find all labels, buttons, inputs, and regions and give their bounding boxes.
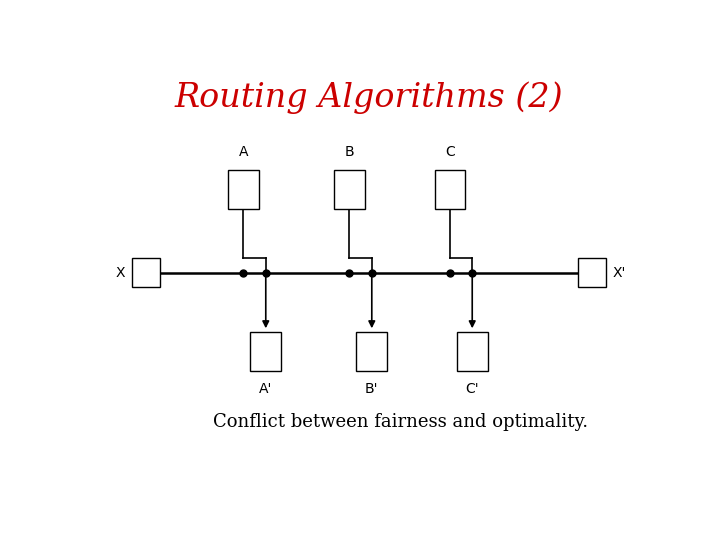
Text: A: A — [239, 145, 248, 159]
Text: C': C' — [465, 382, 479, 396]
Text: Routing Algorithms (2): Routing Algorithms (2) — [175, 82, 563, 114]
Bar — [435, 170, 465, 210]
Text: B': B' — [365, 382, 379, 396]
Bar — [228, 170, 258, 210]
Bar — [457, 332, 487, 372]
Text: X: X — [116, 266, 125, 280]
Text: B: B — [345, 145, 354, 159]
Text: X': X' — [613, 266, 626, 280]
Bar — [334, 170, 365, 210]
Bar — [578, 258, 606, 287]
Bar — [132, 258, 160, 287]
Text: A': A' — [259, 382, 272, 396]
Text: C: C — [445, 145, 455, 159]
Bar — [356, 332, 387, 372]
Bar — [251, 332, 281, 372]
Text: Conflict between fairness and optimality.: Conflict between fairness and optimality… — [213, 413, 588, 431]
